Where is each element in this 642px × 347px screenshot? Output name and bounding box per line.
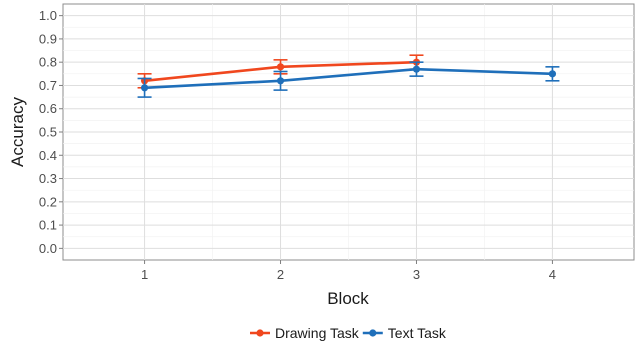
legend-key-point (256, 329, 264, 337)
y-tick-label: 1.0 (39, 8, 57, 23)
x-tick-label: 3 (413, 267, 420, 282)
series-layer (137, 54, 560, 98)
x-axis-title: Block (327, 289, 369, 308)
y-tick-label: 0.2 (39, 194, 57, 209)
grid (63, 4, 634, 260)
data-point (276, 63, 285, 71)
x-tick-label: 1 (141, 267, 148, 282)
data-point (276, 77, 285, 85)
y-axis: 0.0 0.1 0.2 0.3 0.4 0.5 0.6 0.7 0.8 0.9 1.0 (39, 8, 63, 256)
legend-item: Text Task (362, 325, 447, 341)
y-tick-label: 0.7 (39, 78, 57, 93)
data-point (412, 65, 421, 73)
legend-key-point (369, 329, 377, 337)
series-line (144, 67, 553, 90)
legend-label: Drawing Task (275, 325, 360, 341)
legend-label: Text Task (388, 325, 447, 341)
y-tick-label: 0.1 (39, 218, 57, 233)
legend-item: Drawing Task (250, 325, 360, 341)
y-tick-label: 0.9 (39, 31, 57, 46)
series-text-task (137, 61, 560, 98)
y-tick-label: 0.5 (39, 125, 57, 140)
x-tick-label: 4 (549, 267, 556, 282)
y-tick-label: 0.6 (39, 101, 57, 116)
x-tick-label: 2 (277, 267, 284, 282)
y-tick-label: 0.0 (39, 241, 57, 256)
y-tick-label: 0.3 (39, 171, 57, 186)
data-point (548, 70, 557, 78)
data-point (140, 84, 149, 92)
y-tick-label: 0.4 (39, 148, 57, 163)
legend: Drawing Task Text Task (250, 325, 447, 341)
y-tick-label: 0.8 (39, 55, 57, 70)
x-axis: 1 2 3 4 (141, 260, 556, 282)
y-axis-title: Accuracy (8, 97, 27, 167)
